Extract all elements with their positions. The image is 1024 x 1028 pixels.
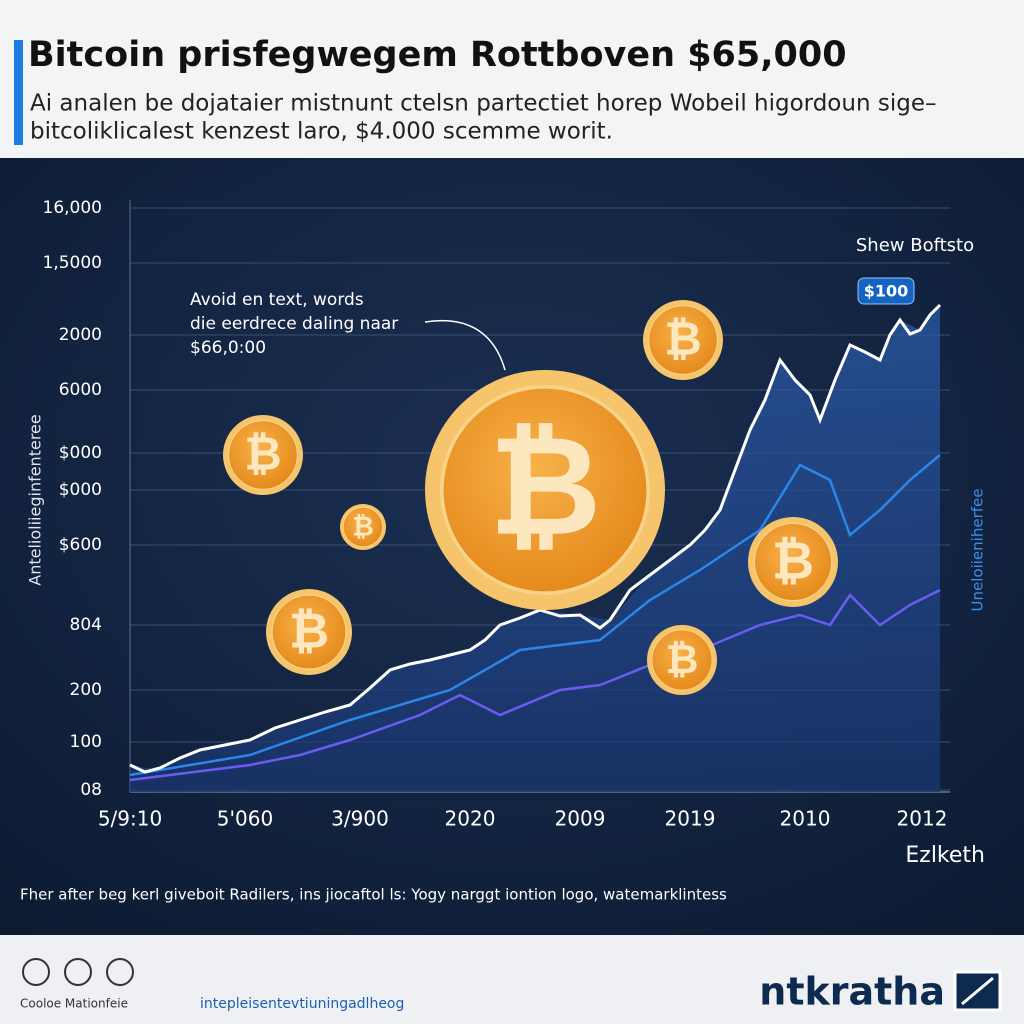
coin-symbol: ₿ xyxy=(352,512,374,543)
y-tick-label: 100 xyxy=(70,732,102,752)
footer-logo: ntkratha xyxy=(759,970,945,1014)
x-tick-label: 2019 xyxy=(665,807,716,831)
footer-link[interactable]: intepleisentevtiuningadlheog xyxy=(200,996,404,1012)
y-tick-label: 1,5000 xyxy=(43,253,102,273)
purple-line xyxy=(129,588,941,782)
callout-badge-text: $100 xyxy=(864,282,909,301)
coin-face xyxy=(439,384,650,595)
y-tick-label: 200 xyxy=(70,680,102,700)
annotation: Avoid en text, words xyxy=(190,290,364,310)
logo-mark xyxy=(953,970,1002,1012)
callout-badge xyxy=(857,277,915,305)
y-tick-label: $000 xyxy=(59,480,102,500)
coin-face xyxy=(342,506,384,548)
annotation-arrow xyxy=(424,320,506,371)
x-tick-label: 5/9:10 xyxy=(98,807,162,831)
subtitle: Ai analen be dojataier mistnunt ctelsn p… xyxy=(30,91,936,117)
y-tick-label: $600 xyxy=(59,535,102,555)
footnote: Fher after beg kerl giveboit Radilers, i… xyxy=(20,886,727,904)
coin-face xyxy=(271,594,347,670)
x-tick-label: 2009 xyxy=(555,807,606,831)
title: Bitcoin prisfegwegem Rottboven $65,000 xyxy=(28,35,847,75)
coin-symbol: ₿ xyxy=(664,312,702,366)
x-tick-label: 5'060 xyxy=(217,807,273,831)
blue-line xyxy=(129,454,941,777)
accent-bar xyxy=(14,40,23,145)
x-tick-label: 2020 xyxy=(445,807,496,831)
callout-label: Shew Boftsto xyxy=(856,235,974,256)
footer-icons xyxy=(22,958,134,986)
coin-symbol: ₿ xyxy=(289,602,329,660)
coin-symbol: ₿ xyxy=(489,406,601,567)
header-bg xyxy=(0,0,1024,158)
x-tick-label: 2012 xyxy=(897,807,948,831)
annotation: $66,0:00 xyxy=(190,338,266,358)
y-tick-label: 2000 xyxy=(59,325,102,345)
footer-bg xyxy=(0,935,1024,1024)
coin-symbol: ₿ xyxy=(666,637,699,683)
price-line xyxy=(129,303,942,774)
y2-axis-title: Uneloiieniherfee xyxy=(969,489,987,612)
y-tick-label: 16,000 xyxy=(43,198,102,218)
subtitle: bitcoliklicalest kenzest laro, $4.000 sc… xyxy=(30,119,613,145)
coin-face xyxy=(228,420,299,491)
footer-left: Cooloe Mationfeie xyxy=(20,997,128,1011)
y-tick-label: 08 xyxy=(80,780,102,800)
coin-face xyxy=(753,522,833,602)
annotation: die eerdrece daling naar xyxy=(190,314,398,334)
y-tick-label: $000 xyxy=(59,443,102,463)
area xyxy=(130,305,940,792)
coin-face xyxy=(647,305,718,376)
coin-symbol: ₿ xyxy=(772,531,814,591)
y-tick-label: 6000 xyxy=(59,380,102,400)
x-tick-label: 2010 xyxy=(780,807,831,831)
y-axis-title: Antelioliieginfenteree xyxy=(26,414,45,585)
coin-symbol: ₿ xyxy=(244,427,282,481)
watermark: Ezlketh xyxy=(905,843,985,868)
coin-face xyxy=(651,629,713,691)
x-tick-label: 3/900 xyxy=(331,807,389,831)
y-tick-label: 804 xyxy=(70,615,102,635)
